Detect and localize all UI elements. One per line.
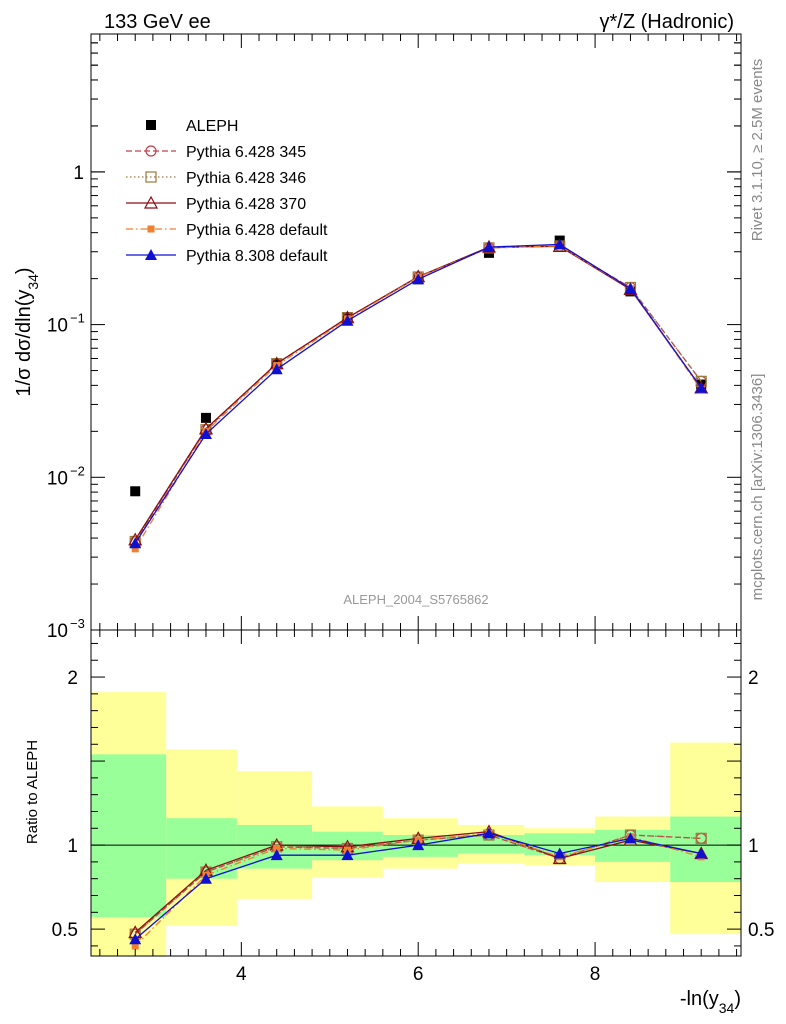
main-series-4 bbox=[131, 242, 705, 553]
legend-marker bbox=[147, 225, 155, 233]
main-y-tick-label: 10 bbox=[47, 316, 68, 337]
side-label-mcplots: mcplots.cern.ch [arXiv:1306.3436] bbox=[749, 374, 766, 601]
main-series-3-line bbox=[134, 245, 702, 541]
main-y-axis-label: 1/σ dσ/dln(y34) bbox=[13, 267, 41, 396]
ratio-series-4-point bbox=[341, 849, 354, 861]
x-axis-title: -ln(y34) bbox=[680, 988, 741, 1016]
main-series-5-point bbox=[482, 241, 495, 253]
side-label-rivet: Rivet 3.1.10, ≥ 2.5M events bbox=[749, 59, 766, 242]
header-right: γ*/Z (Hadronic) bbox=[600, 11, 734, 33]
legend-entry-1: Pythia 6.428 345 bbox=[126, 144, 306, 161]
side-label-rivet-wrap: Rivet 3.1.10, ≥ 2.5M events bbox=[749, 59, 766, 242]
main-series-4-line bbox=[134, 245, 702, 550]
ratio-series-4-point bbox=[412, 839, 425, 851]
header-left: 133 GeV ee bbox=[104, 11, 211, 33]
ratio-y-tick-label: 0.5 bbox=[52, 920, 78, 941]
main-y-tick-label-exponent: −1 bbox=[70, 311, 85, 326]
ratio-series-4-point bbox=[695, 847, 708, 859]
legend-label: Pythia 6.428 default bbox=[186, 222, 328, 239]
main-series-1 bbox=[129, 240, 707, 548]
ratio-x-tick-label: 8 bbox=[590, 964, 601, 985]
main-y-tick-label: 10 bbox=[47, 621, 68, 642]
legend-label: Pythia 6.428 370 bbox=[186, 196, 306, 213]
ratio-y-tick-label-right: 1 bbox=[748, 836, 759, 857]
main-series-4-point bbox=[131, 545, 139, 553]
ratio-series-4-point bbox=[624, 832, 637, 844]
legend-entry-5: Pythia 8.308 default bbox=[126, 248, 328, 265]
ratio-series-4-point bbox=[199, 872, 212, 884]
main-series-5-point bbox=[270, 363, 283, 375]
main-y-tick-label-exponent: −2 bbox=[70, 463, 85, 478]
ratio-series-4 bbox=[129, 827, 708, 945]
main-series-3 bbox=[128, 239, 709, 546]
legend-marker bbox=[145, 171, 157, 183]
ratio-panel: 0.5 0.5 1 1 2 2 4 6 8 bbox=[52, 629, 775, 985]
main-y-axis-title: 1/σ dσ/dln(y34) bbox=[13, 267, 41, 396]
legend: ALEPH Pythia 6.428 345 Pythia 6.428 346 Pyt… bbox=[126, 118, 328, 265]
main-series-5-point bbox=[199, 428, 212, 440]
main-series-5-point bbox=[129, 537, 142, 549]
ratio-series-1-point bbox=[695, 832, 707, 844]
legend-entry-3: Pythia 6.428 370 bbox=[126, 195, 306, 213]
side-label-mcplots-wrap: mcplots.cern.ch [arXiv:1306.3436] bbox=[749, 374, 766, 601]
main-series-5-point bbox=[341, 314, 354, 326]
main-y-tick-label: 1 bbox=[73, 163, 84, 184]
legend-label: Pythia 6.428 346 bbox=[186, 170, 306, 187]
ratio-series bbox=[128, 824, 709, 950]
ratio-y-tick-label-right: 2 bbox=[748, 668, 759, 689]
ratio-series-4-point bbox=[270, 849, 283, 861]
main-y-tick-label: 10 bbox=[47, 468, 68, 489]
main-series-5-point bbox=[624, 282, 637, 294]
ratio-y-axis-label: Ratio to ALEPH bbox=[24, 740, 41, 844]
ratio-bands bbox=[91, 692, 741, 956]
legend-entry-4: Pythia 6.428 default bbox=[126, 222, 328, 239]
legend-entry-0: ALEPH bbox=[146, 118, 238, 135]
main-series-5 bbox=[129, 238, 708, 549]
main-series-0-point bbox=[200, 412, 211, 423]
ratio-series-4-point bbox=[482, 827, 495, 839]
main-series-2 bbox=[129, 240, 707, 548]
legend-label: Pythia 8.308 default bbox=[186, 248, 328, 265]
ratio-y-axis-title: Ratio to ALEPH bbox=[24, 740, 41, 844]
main-y-tick-labels: 10 −310 −210 −11 bbox=[47, 163, 85, 642]
ratio-series-3-point bbox=[273, 844, 281, 852]
ratio-series-4-point bbox=[553, 847, 566, 859]
main-series-5-point bbox=[553, 238, 566, 250]
legend-marker bbox=[143, 195, 159, 209]
ratio-y-tick-label: 2 bbox=[67, 668, 78, 689]
ratio-stat-band bbox=[91, 754, 167, 918]
ratio-plot-frame bbox=[90, 629, 742, 957]
watermark: ALEPH_2004_S5765862 bbox=[343, 592, 488, 607]
ratio-y-tick-label: 1 bbox=[67, 836, 78, 857]
main-panel: 10 −310 −210 −11 ALEPH_2004_S5765862 ALEPHP… bbox=[47, 33, 742, 642]
legend-label: ALEPH bbox=[186, 118, 238, 135]
ratio-axis-ticks bbox=[91, 630, 741, 956]
main-series-1-line bbox=[134, 245, 702, 542]
main-series-5-point bbox=[412, 273, 425, 285]
main-series-0-point bbox=[130, 486, 141, 497]
main-series bbox=[128, 235, 709, 553]
ratio-x-tick-label: 4 bbox=[236, 964, 247, 985]
ratio-series-3-point bbox=[131, 942, 139, 950]
main-series-5-line bbox=[134, 243, 702, 544]
legend-marker bbox=[146, 120, 156, 130]
ratio-y-tick-labels: 0.5 0.5 1 1 2 2 bbox=[52, 668, 775, 941]
legend-entry-2: Pythia 6.428 346 bbox=[126, 170, 306, 187]
main-series-2-line bbox=[134, 245, 702, 542]
main-axis-ticks bbox=[91, 33, 741, 631]
legend-marker bbox=[145, 145, 157, 157]
ratio-x-tick-label: 6 bbox=[413, 964, 424, 985]
ratio-x-tick-labels: 4 6 8 bbox=[236, 964, 600, 985]
main-y-tick-label-exponent: −3 bbox=[70, 616, 85, 631]
legend-marker bbox=[145, 249, 157, 260]
ratio-y-tick-label-right: 0.5 bbox=[748, 920, 774, 941]
ratio-series-4-point bbox=[129, 933, 142, 945]
legend-label: Pythia 6.428 345 bbox=[186, 144, 306, 161]
main-series-5-point bbox=[695, 381, 708, 393]
